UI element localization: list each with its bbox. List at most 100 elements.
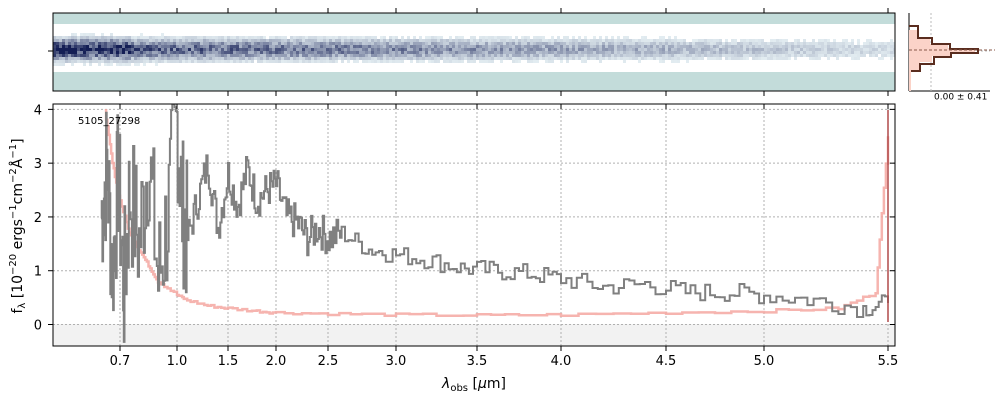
spectrum-2d-pixel — [566, 51, 569, 54]
spectrum-2d-pixel — [509, 51, 512, 54]
spectrum-2d-pixel — [233, 48, 236, 51]
spectrum-2d-pixel — [203, 57, 206, 60]
spectrum-2d-pixel — [587, 57, 590, 60]
spectrum-2d-pixel — [593, 51, 596, 54]
spectrum-2d-pixel — [689, 45, 692, 48]
spectrum-2d-pixel — [665, 45, 668, 48]
spectrum-2d-pixel — [548, 48, 551, 51]
spectrum-2d-pixel — [59, 42, 62, 45]
spectrum-2d-pixel — [269, 48, 272, 51]
spectrum-2d-pixel — [482, 60, 485, 63]
spectrum-2d-pixel — [302, 57, 305, 60]
spectrum-2d-pixel — [497, 36, 500, 39]
spectrum-2d-pixel — [800, 48, 803, 51]
spectrum-2d-pixel — [827, 48, 830, 51]
spectrum-2d-pixel — [299, 60, 302, 63]
spectrum-2d-pixel — [578, 39, 581, 42]
spectrum-2d-pixel — [266, 60, 269, 63]
spectrum-2d-pixel — [404, 54, 407, 57]
x-axis-title: λobs [μm] — [441, 376, 506, 394]
spectrum-2d-pixel — [692, 51, 695, 54]
spectrum-2d-pixel — [293, 39, 296, 42]
spectrum-2d-pixel — [401, 57, 404, 60]
spectrum-2d-pixel — [419, 57, 422, 60]
spectrum-2d-pixel — [560, 42, 563, 45]
spectrum-2d-pixel — [824, 51, 827, 54]
spectrum-2d-pixel — [515, 45, 518, 48]
spectrum-2d-pixel — [482, 54, 485, 57]
spectrum-2d-pixel — [68, 39, 71, 42]
spectrum-2d-pixel — [773, 42, 776, 45]
spectrum-2d-pixel — [272, 57, 275, 60]
spectrum-2d-pixel — [824, 45, 827, 48]
spectrum-2d-pixel — [809, 51, 812, 54]
spectrum-2d-pixel — [425, 48, 428, 51]
spectrum-2d-pixel — [674, 39, 677, 42]
spectrum-2d-pixel — [764, 48, 767, 51]
spectrum-2d-pixel — [407, 42, 410, 45]
spectrum-2d-pixel — [428, 48, 431, 51]
spectrum-2d-pixel — [656, 48, 659, 51]
spectrum-2d-pixel — [62, 45, 65, 48]
spectrum-2d-pixel — [131, 54, 134, 57]
spectrum-2d-pixel — [323, 42, 326, 45]
spectrum-2d-pixel — [830, 48, 833, 51]
spectrum-2d-pixel — [572, 51, 575, 54]
spectrum-2d-pixel — [761, 54, 764, 57]
spectrum-2d-pixel — [704, 48, 707, 51]
spectrum-2d-pixel — [98, 63, 101, 66]
spectrum-2d-pixel — [662, 54, 665, 57]
spectrum-2d-pixel — [710, 51, 713, 54]
spectrum-2d-pixel — [236, 54, 239, 57]
spectrum-2d-pixel — [77, 42, 80, 45]
spectrum-2d-pixel — [125, 48, 128, 51]
spectrum-2d-pixel — [845, 42, 848, 45]
spectrum-2d-pixel — [350, 51, 353, 54]
spectrum-2d-pixel — [125, 60, 128, 63]
spectrum-2d-pixel — [104, 42, 107, 45]
spectrum-2d-pixel — [356, 45, 359, 48]
x-tick-label: 1.5 — [218, 354, 239, 369]
spectrum-2d-pixel — [719, 48, 722, 51]
spectrum-2d-pixel — [218, 39, 221, 42]
spectrum-2d-pixel — [287, 54, 290, 57]
spectrum-2d-pixel — [692, 45, 695, 48]
spectrum-2d-pixel — [494, 51, 497, 54]
spectrum-2d-pixel — [353, 57, 356, 60]
spectrum-2d-pixel — [212, 39, 215, 42]
spectrum-2d-pixel — [485, 45, 488, 48]
spectrum-2d-pixel — [461, 54, 464, 57]
spectrum-2d-pixel — [680, 51, 683, 54]
spectrum-2d-pixel — [329, 57, 332, 60]
spectrum-2d-pixel — [641, 45, 644, 48]
spectrum-2d-pixel — [371, 45, 374, 48]
spectrum-2d-pixel — [278, 48, 281, 51]
spectrum-2d-pixel — [629, 51, 632, 54]
spectrum-2d-pixel — [275, 45, 278, 48]
spectrum-2d-pixel — [614, 48, 617, 51]
spectrum-2d-pixel — [599, 54, 602, 57]
spectrum-2d-pixel — [788, 54, 791, 57]
spectrum-2d-pixel — [728, 54, 731, 57]
spectrum-2d-pixel — [698, 39, 701, 42]
spectrum-2d-pixel — [869, 39, 872, 42]
spectrum-2d-pixel — [779, 54, 782, 57]
spectrum-2d-pixel — [293, 54, 296, 57]
spectrum-2d-pixel — [161, 54, 164, 57]
spectrum-2d-pixel — [527, 39, 530, 42]
spectrum-2d-pixel — [386, 57, 389, 60]
spectrum-2d-pixel — [596, 39, 599, 42]
spectrum-2d-pixel — [218, 48, 221, 51]
spectrum-2d-pixel — [359, 54, 362, 57]
spectrum-2d-pixel — [392, 54, 395, 57]
spectrum-2d-pixel — [224, 51, 227, 54]
spectrum-2d-pixel — [314, 60, 317, 63]
spectrum-2d-pixel — [281, 51, 284, 54]
spectrum-2d-pixel — [263, 54, 266, 57]
spectrum-2d-pixel — [257, 39, 260, 42]
spectrum-2d-pixel — [797, 39, 800, 42]
spectrum-2d-pixel — [569, 48, 572, 51]
spectrum-2d-pixel — [374, 45, 377, 48]
spectrum-2d-pixel — [587, 51, 590, 54]
spectrum-2d-pixel — [131, 39, 134, 42]
